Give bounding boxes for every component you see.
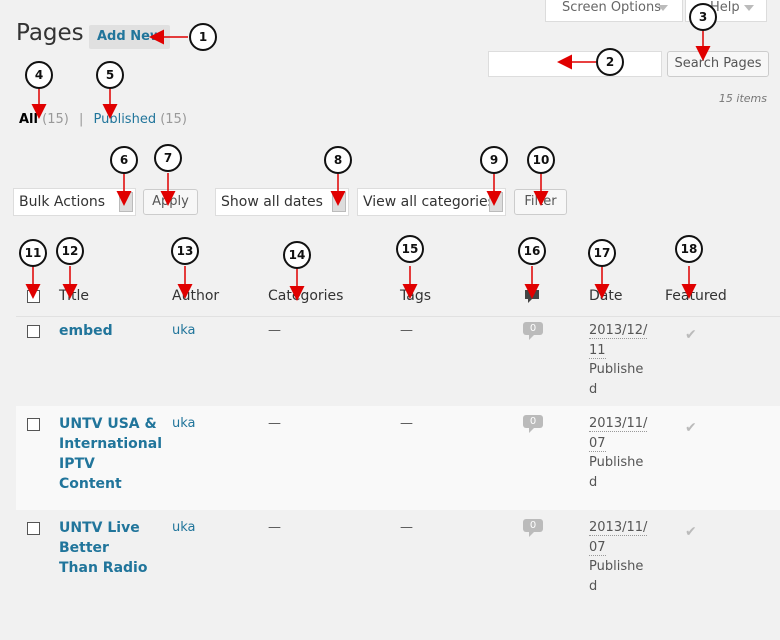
row-date-value: 2013/11/07 bbox=[589, 416, 648, 452]
row-categories: — bbox=[268, 416, 281, 431]
row-date-value: 2013/12/11 bbox=[589, 323, 648, 359]
view-all-count: (15) bbox=[42, 112, 69, 127]
callout-5: 5 bbox=[96, 61, 124, 89]
callout-12: 12 bbox=[56, 237, 84, 265]
row-categories: — bbox=[268, 323, 281, 338]
chevron-down-icon bbox=[658, 5, 668, 11]
table-row: UNTV Live Better Than Radio uka — — 0 20… bbox=[16, 510, 780, 640]
row-title-link[interactable]: UNTV USA & International IPTV Content bbox=[59, 416, 163, 492]
row-date: 2013/11/07 Published bbox=[589, 518, 651, 596]
screen-options-tab[interactable]: Screen Options bbox=[545, 0, 683, 22]
help-label: Help bbox=[710, 0, 740, 15]
row-date: 2013/11/07 Published bbox=[589, 414, 651, 492]
comment-count-badge[interactable]: 0 bbox=[523, 322, 543, 340]
callout-7: 7 bbox=[154, 144, 182, 172]
dates-value: Show all dates bbox=[221, 194, 323, 210]
dates-select[interactable]: Show all dates bbox=[215, 188, 349, 216]
view-separator: | bbox=[78, 112, 84, 127]
callout-16: 16 bbox=[518, 237, 546, 265]
comment-count-badge[interactable]: 0 bbox=[523, 519, 543, 537]
callout-17: 17 bbox=[588, 239, 616, 267]
row-title-link[interactable]: UNTV Live Better Than Radio bbox=[59, 520, 148, 576]
row-title-link[interactable]: embed bbox=[59, 323, 113, 339]
featured-check-icon[interactable]: ✔ bbox=[685, 420, 697, 436]
callout-14: 14 bbox=[283, 241, 311, 269]
callout-3: 3 bbox=[689, 3, 717, 31]
column-categories: Categories bbox=[268, 288, 344, 304]
row-tags: — bbox=[400, 416, 413, 431]
page-title: Pages bbox=[16, 20, 84, 46]
callout-8: 8 bbox=[324, 146, 352, 174]
row-categories: — bbox=[268, 520, 281, 535]
bulk-actions-value: Bulk Actions bbox=[19, 194, 106, 210]
callout-1: 1 bbox=[189, 23, 217, 51]
table-row: UNTV USA & International IPTV Content uk… bbox=[16, 406, 780, 510]
search-input[interactable] bbox=[488, 51, 662, 77]
row-status: Published bbox=[589, 559, 644, 594]
callout-9: 9 bbox=[480, 146, 508, 174]
row-date-value: 2013/11/07 bbox=[589, 520, 648, 556]
row-status: Published bbox=[589, 455, 644, 490]
table-row: embed uka — — 0 2013/12/11 Published ✔ bbox=[16, 317, 780, 406]
callout-11: 11 bbox=[19, 239, 47, 267]
callout-13: 13 bbox=[171, 237, 199, 265]
featured-check-icon[interactable]: ✔ bbox=[685, 327, 697, 343]
bulk-actions-select[interactable]: Bulk Actions bbox=[13, 188, 136, 216]
row-tags: — bbox=[400, 520, 413, 535]
items-count: 15 items bbox=[718, 92, 767, 105]
screen-options-label: Screen Options bbox=[562, 0, 661, 15]
callout-10: 10 bbox=[527, 146, 555, 174]
row-date: 2013/12/11 Published bbox=[589, 321, 651, 399]
row-status: Published bbox=[589, 362, 644, 397]
callout-15: 15 bbox=[396, 235, 424, 263]
featured-check-icon[interactable]: ✔ bbox=[685, 524, 697, 540]
row-author-link[interactable]: uka bbox=[172, 520, 196, 535]
row-checkbox[interactable] bbox=[27, 325, 40, 338]
callout-2: 2 bbox=[596, 48, 624, 76]
row-author-link[interactable]: uka bbox=[172, 323, 196, 338]
row-tags: — bbox=[400, 323, 413, 338]
row-checkbox[interactable] bbox=[27, 418, 40, 431]
chevron-down-icon bbox=[744, 5, 754, 11]
row-checkbox[interactable] bbox=[27, 522, 40, 535]
row-author-link[interactable]: uka bbox=[172, 416, 196, 431]
view-published-count: (15) bbox=[160, 112, 187, 127]
callout-4: 4 bbox=[25, 61, 53, 89]
categories-select[interactable]: View all categories bbox=[357, 188, 506, 216]
categories-value: View all categories bbox=[363, 194, 495, 210]
callout-6: 6 bbox=[110, 146, 138, 174]
comment-count-badge[interactable]: 0 bbox=[523, 415, 543, 433]
callout-18: 18 bbox=[675, 235, 703, 263]
